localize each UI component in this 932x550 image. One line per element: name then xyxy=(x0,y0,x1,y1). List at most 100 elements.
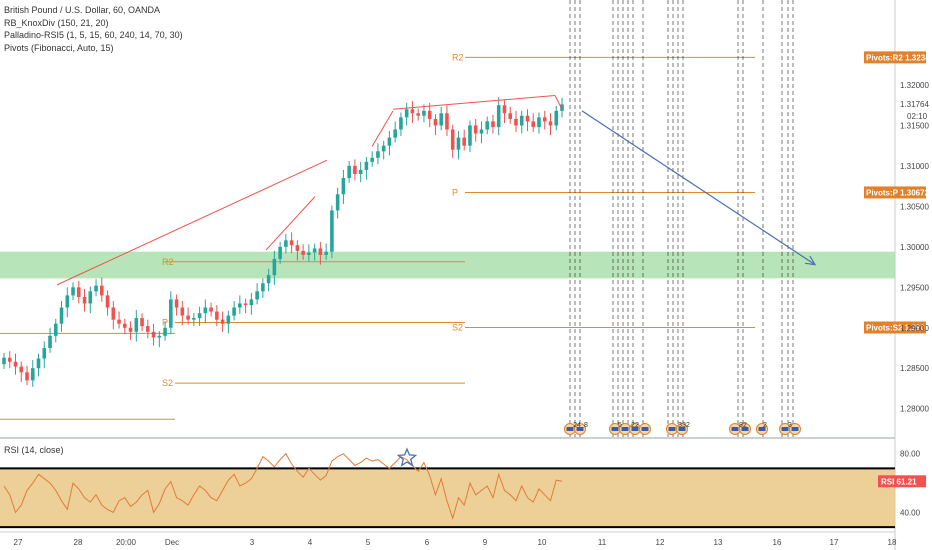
time-axis-tick: 5 xyxy=(366,538,371,547)
pivot-tag-r2 xyxy=(864,51,926,64)
candle xyxy=(376,143,380,165)
candle xyxy=(387,131,392,156)
candle xyxy=(111,301,116,330)
divergence-line xyxy=(371,110,394,147)
candle-body xyxy=(560,104,564,111)
candle-body xyxy=(243,303,248,306)
support-zone-rect xyxy=(0,251,895,279)
candle-body xyxy=(439,113,443,126)
event-icons: 24 8 5 2 2 332 8 2 2 3 xyxy=(564,422,801,435)
candle-body xyxy=(42,347,47,359)
axes: Pivots:R2 1.32341 Pivots:P 1.30672 Pivots:… xyxy=(14,51,932,547)
time-axis-tick: 13 xyxy=(714,538,723,547)
candle-body xyxy=(422,110,426,116)
indicator-pivots[interactable]: Pivots (Fibonacci, Auto, 15) xyxy=(4,42,114,53)
candle-body xyxy=(134,318,139,332)
candle xyxy=(71,282,75,301)
candle-body xyxy=(427,110,432,119)
event-flag-icon xyxy=(758,427,766,431)
time-axis-tick: 17 xyxy=(830,538,839,547)
event-flag-icon xyxy=(566,427,574,431)
candle-body xyxy=(174,299,179,308)
candle xyxy=(554,106,559,131)
star-marker-icon xyxy=(396,447,418,467)
time-axis-tick: 27 xyxy=(14,538,23,547)
candle xyxy=(36,353,41,377)
last-price-label: 1.31764 xyxy=(900,100,929,109)
candle xyxy=(203,299,208,323)
candle xyxy=(117,311,121,329)
candle-body xyxy=(353,165,357,174)
candle-body xyxy=(255,291,259,300)
candle-body xyxy=(393,129,397,138)
price-axis-tick: 1.30500 xyxy=(900,202,929,211)
candle xyxy=(163,321,167,341)
candle-body xyxy=(284,240,288,247)
pivot-label-p: P xyxy=(452,187,458,197)
candle-body xyxy=(376,151,380,158)
candle-body xyxy=(7,357,12,362)
pivot-tag-label-s2: Pivots:S2 1.29003 xyxy=(866,324,932,333)
candle-body xyxy=(381,145,386,152)
event-count-label: 2 xyxy=(635,422,639,429)
candle xyxy=(496,97,501,136)
price-axis-tick: 1.31500 xyxy=(900,121,929,130)
pivot-tag-s2 xyxy=(864,321,926,334)
candle-body xyxy=(341,178,346,195)
event-count-label: 8 xyxy=(739,422,743,429)
candle xyxy=(284,233,288,254)
candle-body xyxy=(462,137,467,146)
candle xyxy=(94,279,98,297)
candle xyxy=(289,232,294,254)
candle-body xyxy=(358,169,363,174)
candle xyxy=(462,129,467,151)
candle-body xyxy=(347,165,351,179)
candle-body xyxy=(151,331,156,338)
candle xyxy=(456,131,461,160)
candle-body xyxy=(71,287,75,296)
event-flag-icon xyxy=(741,427,749,431)
candle xyxy=(19,361,24,382)
candle xyxy=(330,205,334,259)
candle xyxy=(439,106,443,131)
price-axis-tick: 1.29000 xyxy=(900,324,929,333)
candle xyxy=(209,302,213,317)
rsi-line xyxy=(3,452,563,521)
candle-body xyxy=(76,287,81,297)
candle-body xyxy=(330,210,334,252)
rsi-pane xyxy=(0,447,895,529)
candle xyxy=(215,305,219,327)
time-axis-tick: 10 xyxy=(538,538,547,547)
event-count-label: 2 xyxy=(743,422,747,429)
candle xyxy=(301,244,305,260)
indicator-knoxdiv[interactable]: RB_KnoxDiv (150, 21, 20) xyxy=(4,17,109,28)
time-axis-tick: 9 xyxy=(483,538,488,547)
candle xyxy=(99,277,104,302)
prior-pivot-label-r2: R2 xyxy=(162,257,174,267)
event-flag-icon xyxy=(641,427,649,431)
candle xyxy=(502,100,507,124)
candle-body xyxy=(36,358,41,369)
time-axis-tick: 4 xyxy=(308,538,313,547)
candle xyxy=(427,102,432,128)
candle-body xyxy=(278,246,282,259)
event-flag-icon xyxy=(611,427,619,431)
candle-body xyxy=(146,326,150,332)
candle-body xyxy=(456,137,461,150)
candle-body xyxy=(94,285,98,292)
indicator-palladino-rsi[interactable]: Palladino-RSI5 (1, 5, 15, 60, 240, 14, 7… xyxy=(4,30,183,40)
rsi-legend[interactable]: RSI (14, close) xyxy=(4,445,64,455)
candle xyxy=(341,169,346,204)
candle xyxy=(514,110,518,132)
rsi-axis-tick: 80.00 xyxy=(900,450,921,459)
event-flag-icon xyxy=(731,427,739,431)
candle xyxy=(261,278,265,298)
candle xyxy=(445,105,449,136)
candle xyxy=(485,116,490,135)
symbol-title[interactable]: British Pound / U.S. Dollar, 60, OANDA xyxy=(4,5,161,15)
candle-body xyxy=(295,245,300,251)
candle-body xyxy=(496,105,501,128)
candle xyxy=(318,241,323,265)
event-flag-icon xyxy=(678,427,686,431)
